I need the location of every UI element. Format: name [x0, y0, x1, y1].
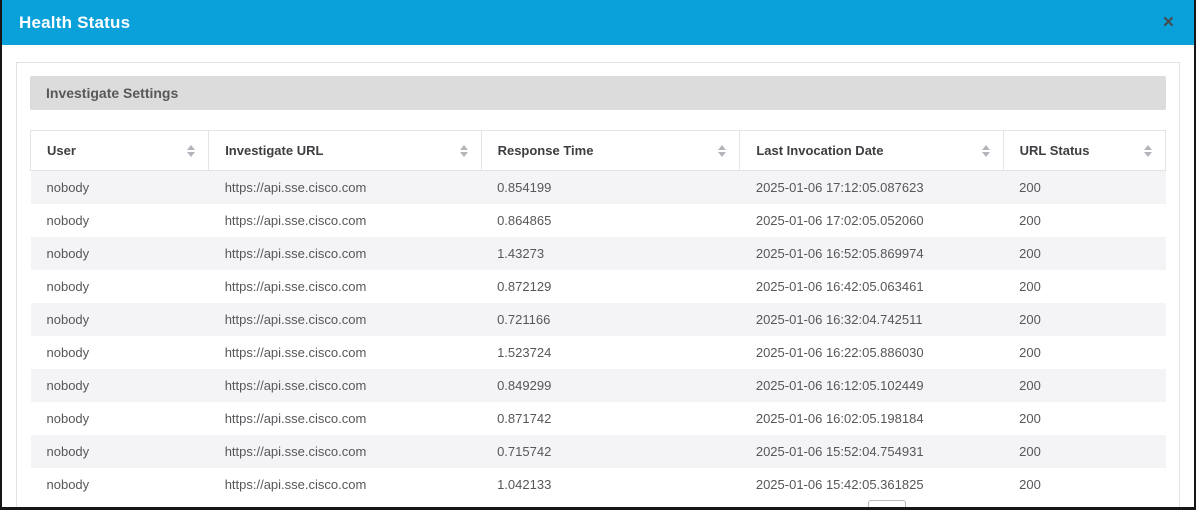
sort-icon — [1144, 145, 1152, 157]
table-row: nobodyhttps://api.sse.cisco.com0.8541992… — [31, 171, 1166, 204]
cell-last_invocation_date: 2025-01-06 16:52:05.869974 — [740, 237, 1003, 270]
cell-last_invocation_date: 2025-01-06 15:52:04.754931 — [740, 435, 1003, 468]
investigate-settings-card: Investigate Settings User Investigate URL… — [16, 62, 1180, 510]
column-header-last_invocation_date[interactable]: Last Invocation Date — [740, 131, 1003, 171]
cell-url_status: 200 — [1003, 303, 1165, 336]
cell-investigate_url: https://api.sse.cisco.com — [209, 435, 481, 468]
cell-user: nobody — [31, 468, 209, 501]
table-row: nobodyhttps://api.sse.cisco.com0.8721292… — [31, 270, 1166, 303]
cell-last_invocation_date: 2025-01-06 16:22:05.886030 — [740, 336, 1003, 369]
panel-heading: Investigate Settings — [30, 76, 1166, 110]
cell-url_status: 200 — [1003, 171, 1165, 204]
cell-url_status: 200 — [1003, 336, 1165, 369]
cell-last_invocation_date: 2025-01-06 17:12:05.087623 — [740, 171, 1003, 204]
modal-header: Health Status × — [2, 0, 1194, 45]
cell-last_invocation_date: 2025-01-06 16:12:05.102449 — [740, 369, 1003, 402]
cell-response_time: 0.849299 — [481, 369, 740, 402]
cell-last_invocation_date: 2025-01-06 15:42:05.361825 — [740, 468, 1003, 501]
cell-investigate_url: https://api.sse.cisco.com — [209, 369, 481, 402]
modal-title: Health Status — [19, 13, 130, 33]
cell-user: nobody — [31, 171, 209, 204]
sort-icon — [982, 145, 990, 157]
table-row: nobodyhttps://api.sse.cisco.com1.0421332… — [31, 468, 1166, 501]
cell-investigate_url: https://api.sse.cisco.com — [209, 204, 481, 237]
sort-icon — [460, 145, 468, 157]
column-label: Last Invocation Date — [756, 143, 883, 158]
column-label: URL Status — [1020, 143, 1090, 158]
cell-last_invocation_date: 2025-01-06 16:42:05.063461 — [740, 270, 1003, 303]
health-status-modal: Health Status × Investigate Settings Use… — [0, 0, 1196, 510]
close-icon[interactable]: × — [1157, 11, 1180, 34]
column-label: Investigate URL — [225, 143, 323, 158]
column-label: User — [47, 143, 76, 158]
table-row: nobodyhttps://api.sse.cisco.com0.7157422… — [31, 435, 1166, 468]
cell-investigate_url: https://api.sse.cisco.com — [209, 468, 481, 501]
table-row: nobodyhttps://api.sse.cisco.com1.4327320… — [31, 237, 1166, 270]
cell-response_time: 0.871742 — [481, 402, 740, 435]
cell-user: nobody — [31, 303, 209, 336]
cell-investigate_url: https://api.sse.cisco.com — [209, 336, 481, 369]
column-header-url_status[interactable]: URL Status — [1003, 131, 1165, 171]
table-row: nobodyhttps://api.sse.cisco.com0.8492992… — [31, 369, 1166, 402]
cell-user: nobody — [31, 204, 209, 237]
cell-investigate_url: https://api.sse.cisco.com — [209, 237, 481, 270]
cell-investigate_url: https://api.sse.cisco.com — [209, 402, 481, 435]
cell-url_status: 200 — [1003, 402, 1165, 435]
column-header-response_time[interactable]: Response Time — [481, 131, 740, 171]
cell-user: nobody — [31, 336, 209, 369]
health-status-table: User Investigate URL Response Time Last Inv… — [30, 130, 1166, 501]
table-row: nobodyhttps://api.sse.cisco.com0.7211662… — [31, 303, 1166, 336]
cell-last_invocation_date: 2025-01-06 16:02:05.198184 — [740, 402, 1003, 435]
cell-investigate_url: https://api.sse.cisco.com — [209, 270, 481, 303]
cell-user: nobody — [31, 369, 209, 402]
cell-investigate_url: https://api.sse.cisco.com — [209, 303, 481, 336]
table-row: nobodyhttps://api.sse.cisco.com0.8717422… — [31, 402, 1166, 435]
cell-url_status: 200 — [1003, 204, 1165, 237]
cell-response_time: 0.721166 — [481, 303, 740, 336]
cell-investigate_url: https://api.sse.cisco.com — [209, 171, 481, 204]
cell-response_time: 1.042133 — [481, 468, 740, 501]
cell-url_status: 200 — [1003, 369, 1165, 402]
cell-url_status: 200 — [1003, 435, 1165, 468]
modal-body: Investigate Settings User Investigate URL… — [2, 45, 1194, 510]
cell-url_status: 200 — [1003, 270, 1165, 303]
cell-user: nobody — [31, 402, 209, 435]
column-header-investigate_url[interactable]: Investigate URL — [209, 131, 481, 171]
cell-response_time: 0.872129 — [481, 270, 740, 303]
cell-user: nobody — [31, 270, 209, 303]
cell-last_invocation_date: 2025-01-06 16:32:04.742511 — [740, 303, 1003, 336]
sort-icon — [718, 145, 726, 157]
cell-response_time: 0.854199 — [481, 171, 740, 204]
cell-response_time: 1.43273 — [481, 237, 740, 270]
column-label: Response Time — [498, 143, 594, 158]
table-row: nobodyhttps://api.sse.cisco.com1.5237242… — [31, 336, 1166, 369]
cell-response_time: 1.523724 — [481, 336, 740, 369]
cell-user: nobody — [31, 237, 209, 270]
table-row: nobodyhttps://api.sse.cisco.com0.8648652… — [31, 204, 1166, 237]
cell-url_status: 200 — [1003, 237, 1165, 270]
cell-url_status: 200 — [1003, 468, 1165, 501]
cell-response_time: 0.715742 — [481, 435, 740, 468]
cell-last_invocation_date: 2025-01-06 17:02:05.052060 — [740, 204, 1003, 237]
column-header-user[interactable]: User — [31, 131, 209, 171]
cell-response_time: 0.864865 — [481, 204, 740, 237]
table-header-row: User Investigate URL Response Time Last Inv… — [31, 131, 1166, 171]
sort-icon — [187, 145, 195, 157]
cell-user: nobody — [31, 435, 209, 468]
